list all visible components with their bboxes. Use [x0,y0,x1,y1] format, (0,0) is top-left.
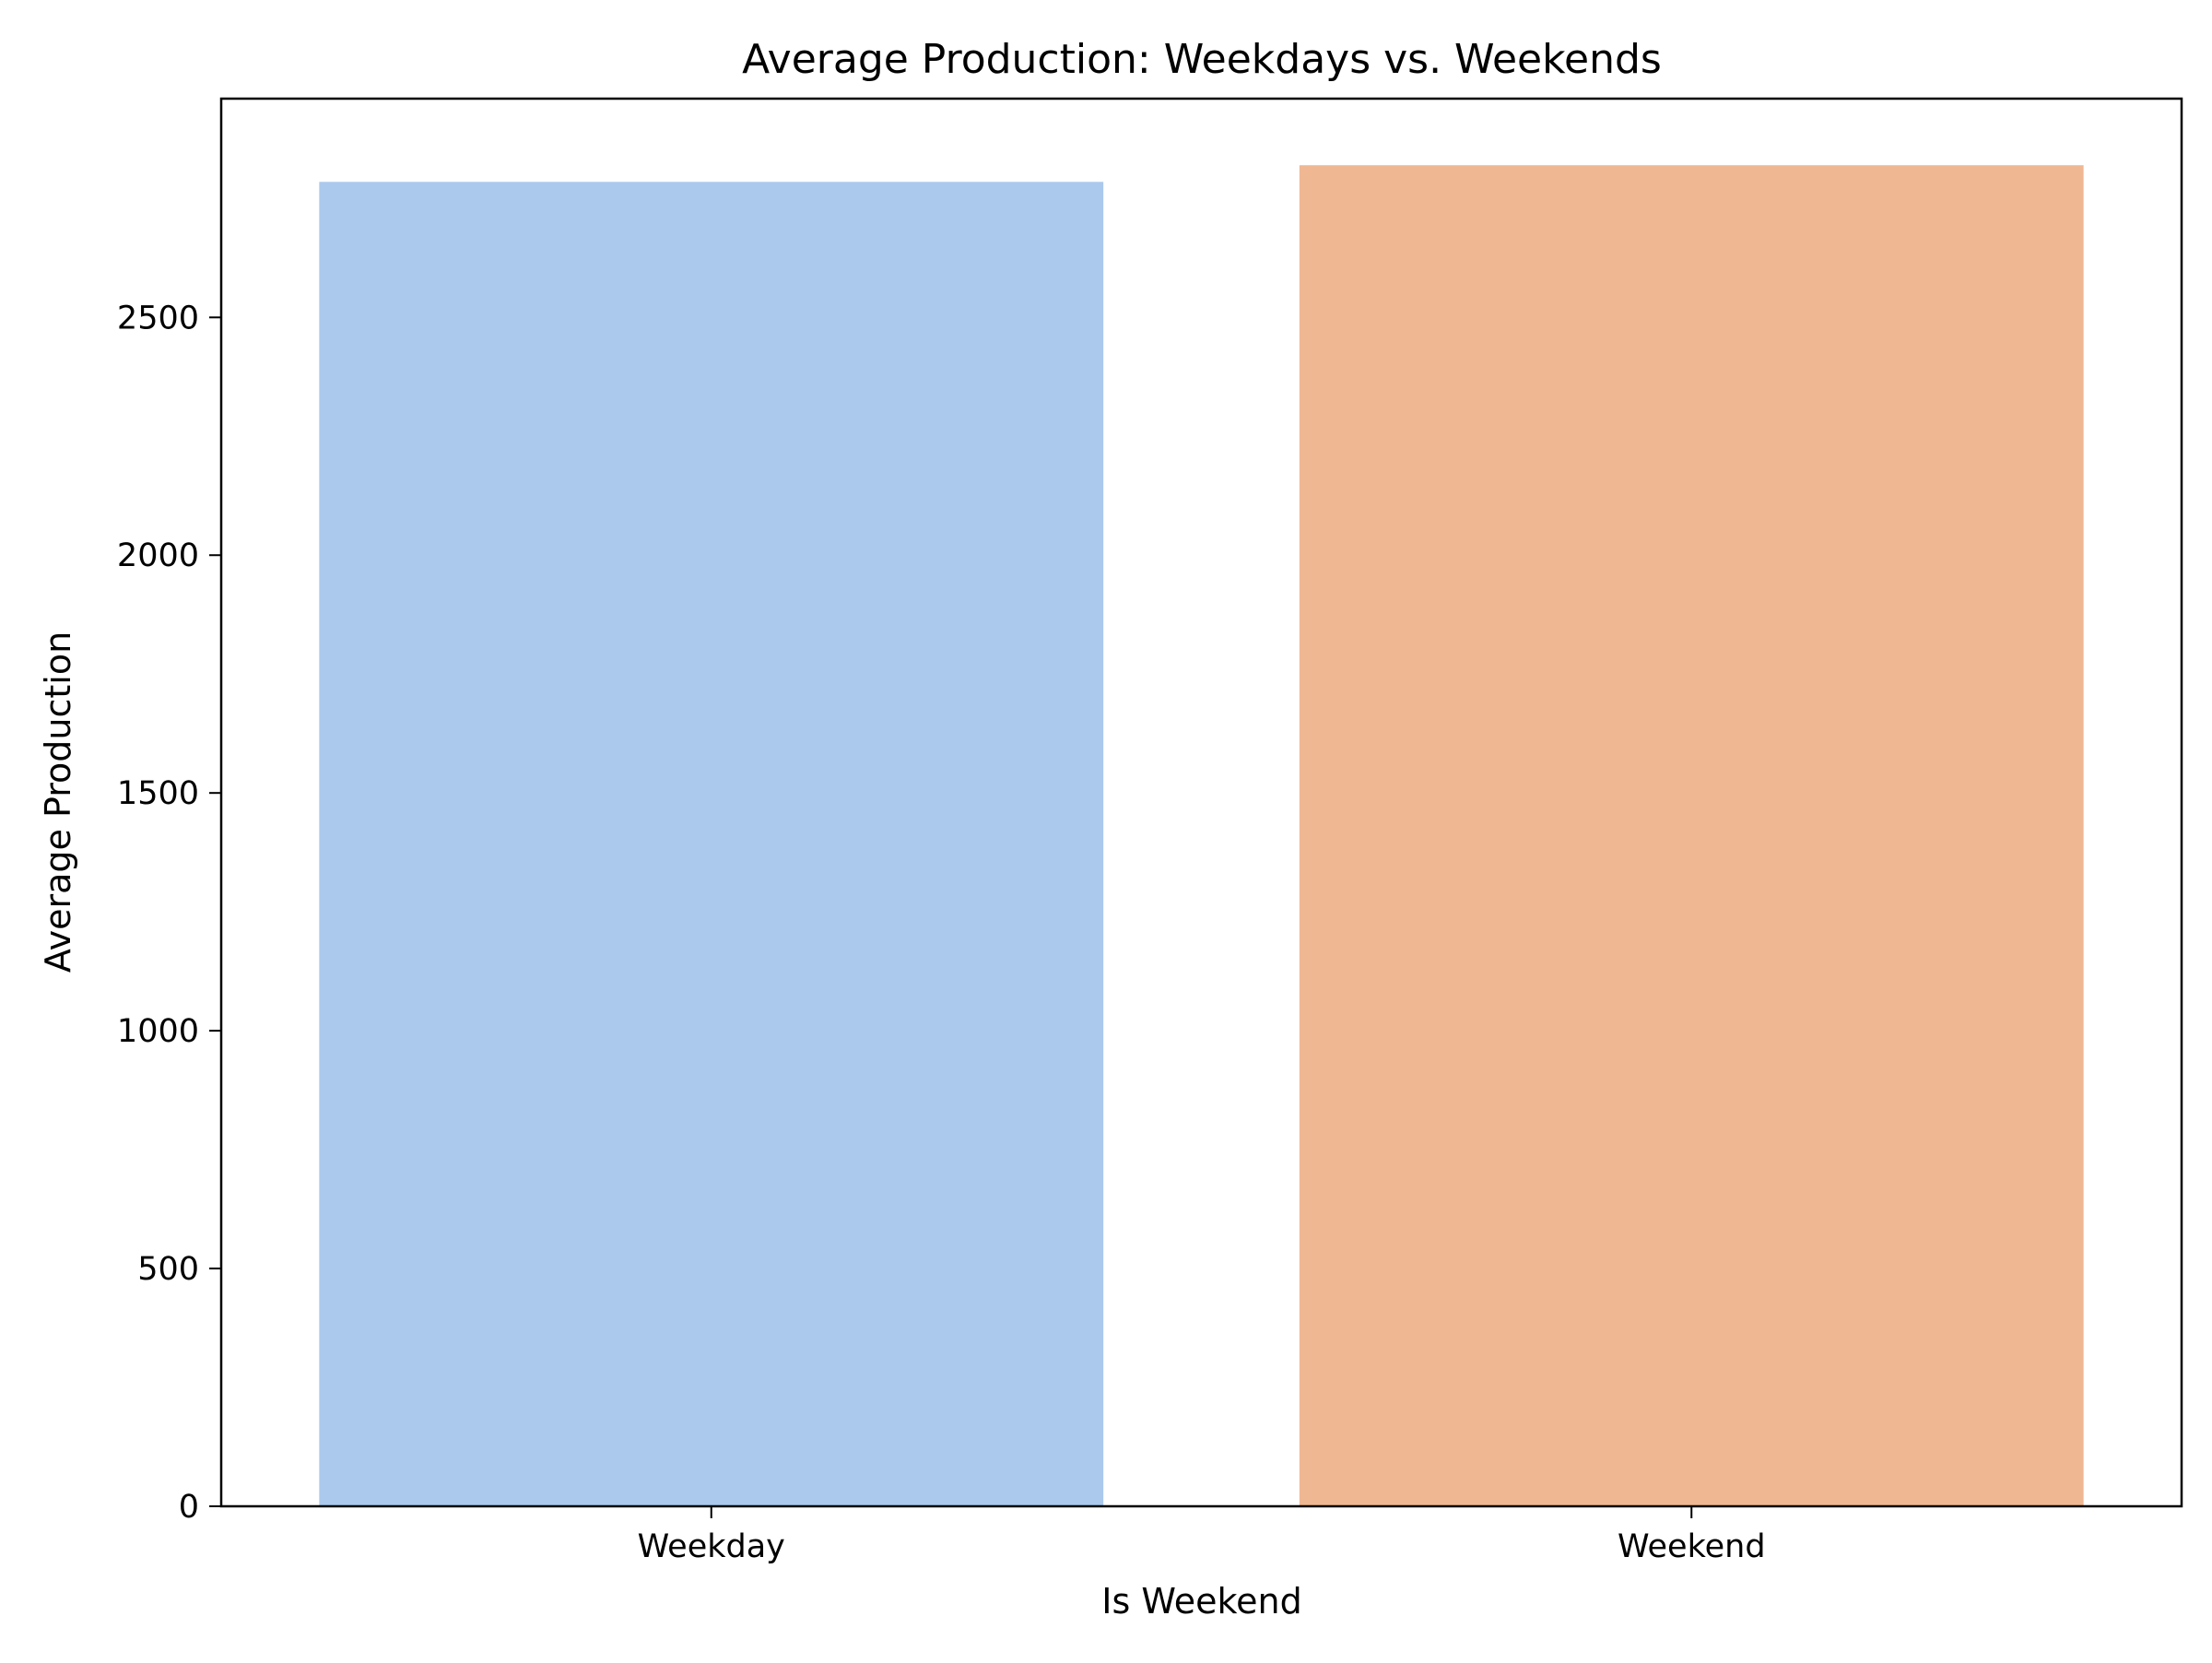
bars-layer [319,165,2084,1507]
x-axis: Weekday Weekend [638,1506,1766,1565]
x-tick-label: Weekend [1618,1528,1766,1565]
bar-weekday [319,182,1104,1507]
y-tick-label: 500 [137,1251,199,1288]
chart-title: Average Production: Weekdays vs. Weekend… [742,36,1662,83]
x-tick-label: Weekday [638,1528,785,1565]
y-tick-label: 0 [179,1489,199,1526]
plot-frame [219,97,2183,1508]
bar-weekend [1299,165,2084,1506]
y-axis: 0 500 1000 1500 2000 2500 [117,300,221,1526]
y-tick-label: 2500 [117,300,199,336]
y-tick-label: 1500 [117,775,199,812]
y-axis-label: Average Production [38,631,78,973]
x-axis-label: Is Weekend [1101,1581,1301,1622]
y-tick-label: 2000 [117,537,199,574]
y-tick-label: 1000 [117,1013,199,1050]
